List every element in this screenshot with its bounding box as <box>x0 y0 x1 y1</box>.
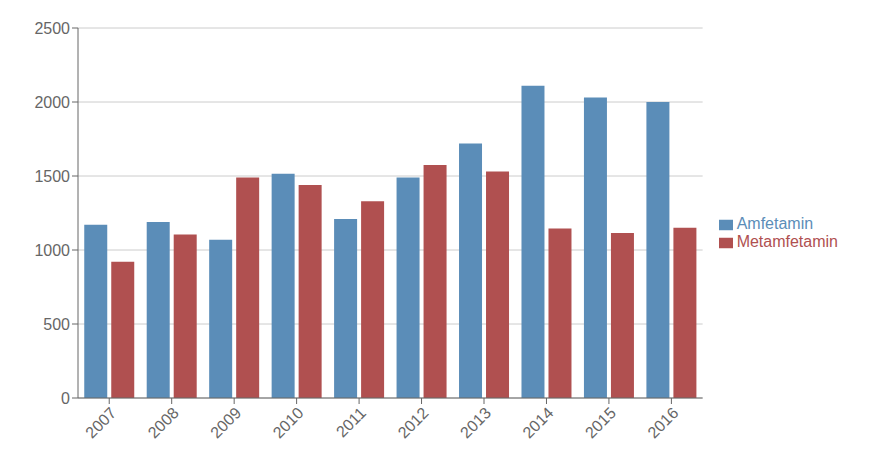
svg-text:0: 0 <box>61 390 70 407</box>
html-text:Metamfetamin: Metamfetamin <box>736 233 838 250</box>
svg-text:2009: 2009 <box>207 404 244 441</box>
svg-text:2011: 2011 <box>333 404 369 440</box>
svg-text:2012: 2012 <box>395 404 432 441</box>
svg-text:1000: 1000 <box>34 242 70 259</box>
svg-text:2000: 2000 <box>34 94 70 111</box>
svg-text:2010: 2010 <box>270 404 307 441</box>
svg-text:2013: 2013 <box>457 404 494 441</box>
svg-text:2016: 2016 <box>644 404 681 441</box>
html-text:Amfetamin: Amfetamin <box>736 215 814 232</box>
svg-text:2014: 2014 <box>519 404 556 441</box>
svg-text:2008: 2008 <box>145 404 182 441</box>
svg-text:500: 500 <box>43 316 70 333</box>
svg-text:2015: 2015 <box>582 404 619 441</box>
svg-text:1500: 1500 <box>34 168 70 185</box>
svg-text:2007: 2007 <box>82 404 119 441</box>
svg-text:2500: 2500 <box>34 20 70 37</box>
